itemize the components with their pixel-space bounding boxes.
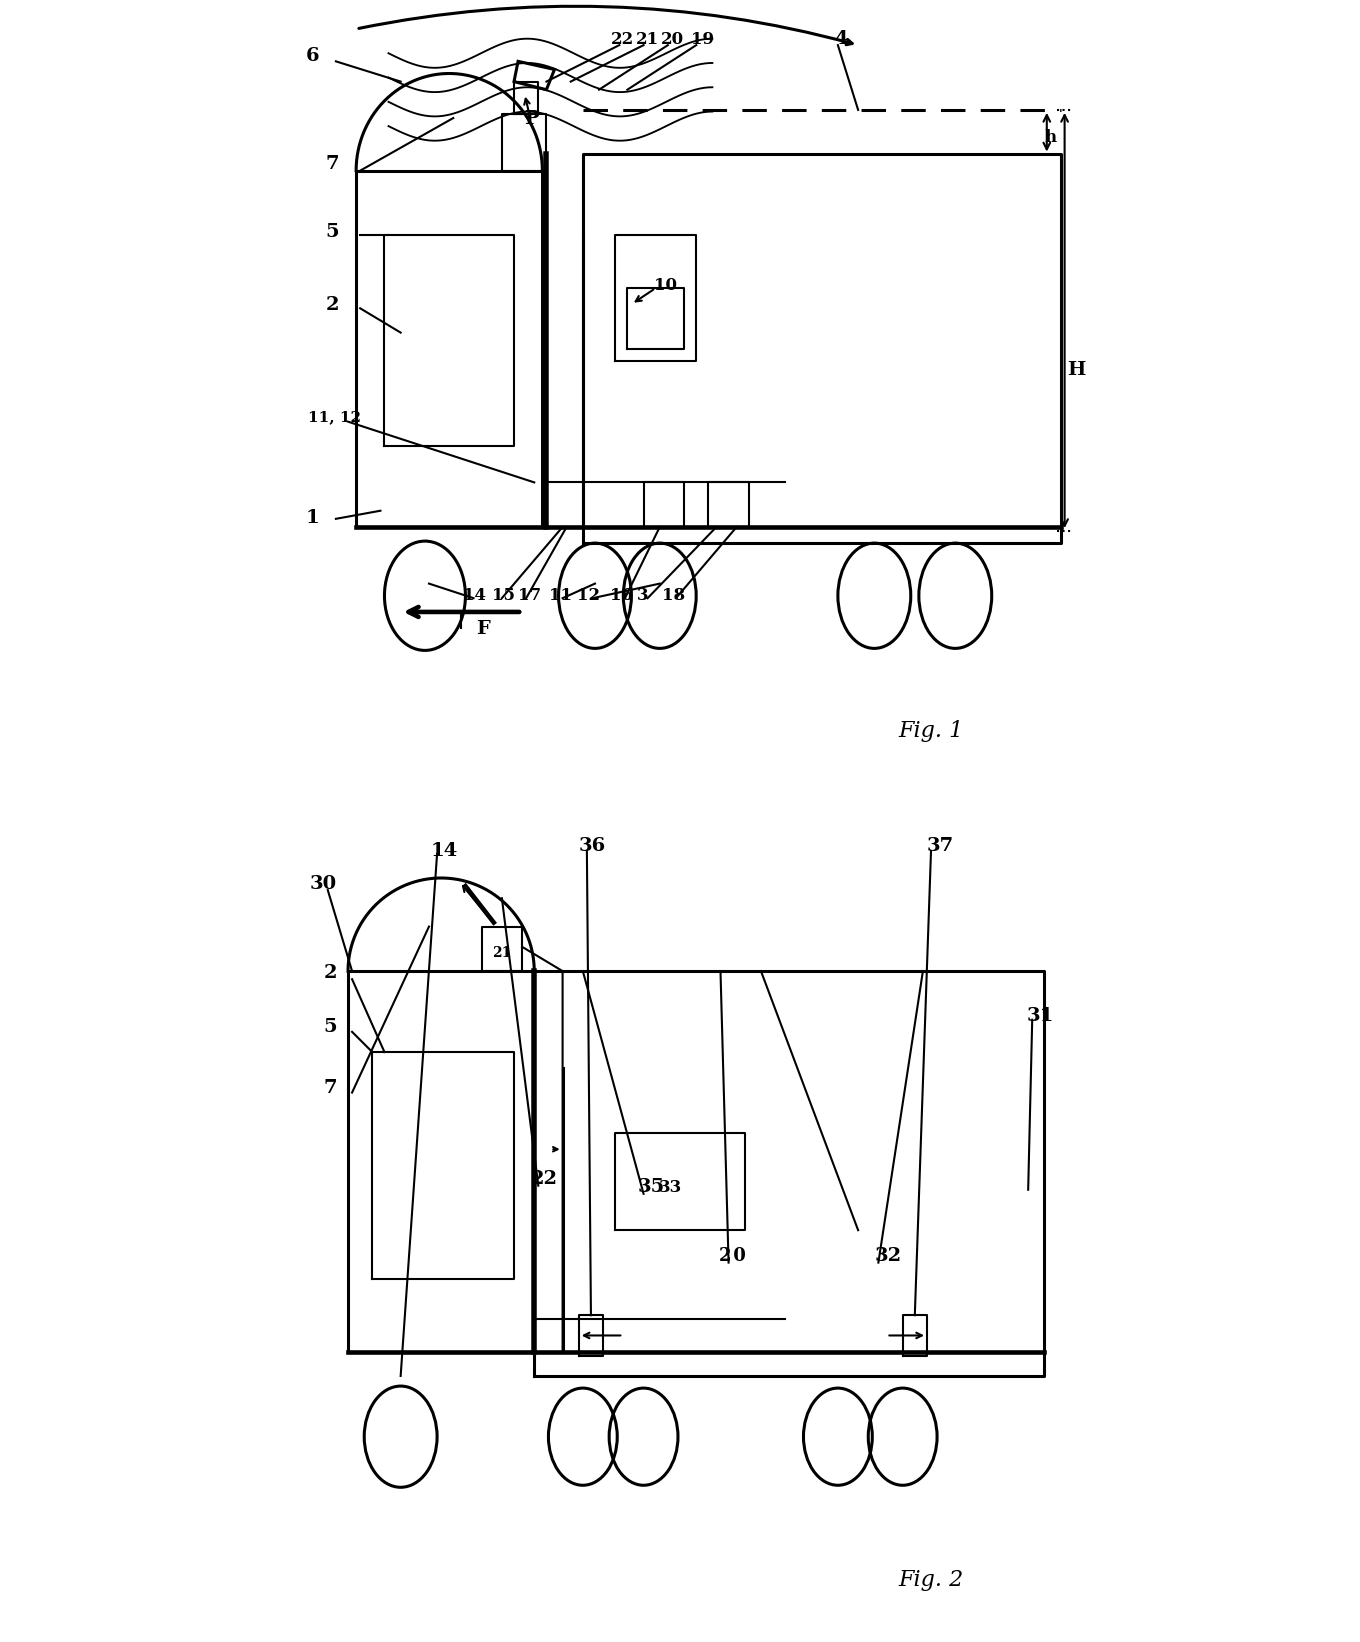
Text: 11: 11: [549, 586, 571, 604]
Text: 1: 1: [306, 509, 320, 527]
Text: F: F: [476, 619, 490, 637]
Text: 14: 14: [462, 586, 486, 604]
Text: 12: 12: [577, 586, 600, 604]
Text: 5: 5: [325, 223, 339, 241]
Text: 6: 6: [306, 48, 320, 66]
Text: 3: 3: [636, 586, 649, 604]
Text: 7: 7: [324, 1079, 337, 1097]
Text: Fig. 1: Fig. 1: [899, 721, 964, 742]
Text: 37: 37: [928, 837, 955, 855]
Text: 20: 20: [661, 31, 684, 48]
Text: 18: 18: [662, 586, 685, 604]
Text: 22: 22: [530, 1171, 558, 1189]
Text: 35: 35: [638, 1179, 665, 1195]
Text: 4: 4: [834, 30, 847, 48]
Text: Fig. 2: Fig. 2: [899, 1570, 964, 1591]
Text: 21: 21: [636, 31, 660, 48]
Text: 15: 15: [492, 586, 515, 604]
Text: 19: 19: [691, 31, 714, 48]
Text: 7: 7: [325, 154, 339, 172]
Text: 5: 5: [324, 1018, 337, 1036]
Text: H: H: [1068, 361, 1085, 379]
Text: 22: 22: [611, 31, 634, 48]
Text: 10: 10: [654, 277, 677, 294]
Text: 36: 36: [579, 837, 607, 855]
Text: 2: 2: [325, 296, 339, 314]
Text: 14: 14: [431, 842, 458, 860]
Text: 2: 2: [324, 964, 337, 982]
Text: h: h: [1044, 130, 1057, 146]
Text: 32: 32: [874, 1246, 902, 1264]
Text: 11, 12: 11, 12: [307, 410, 360, 425]
Text: 16: 16: [609, 586, 632, 604]
Text: 21: 21: [492, 946, 511, 959]
Text: 33: 33: [658, 1179, 681, 1195]
Text: P: P: [525, 110, 539, 128]
Text: 17: 17: [518, 586, 541, 604]
Text: 31: 31: [1027, 1007, 1054, 1025]
Text: 30: 30: [309, 875, 336, 893]
Text: 2 0: 2 0: [719, 1246, 745, 1264]
